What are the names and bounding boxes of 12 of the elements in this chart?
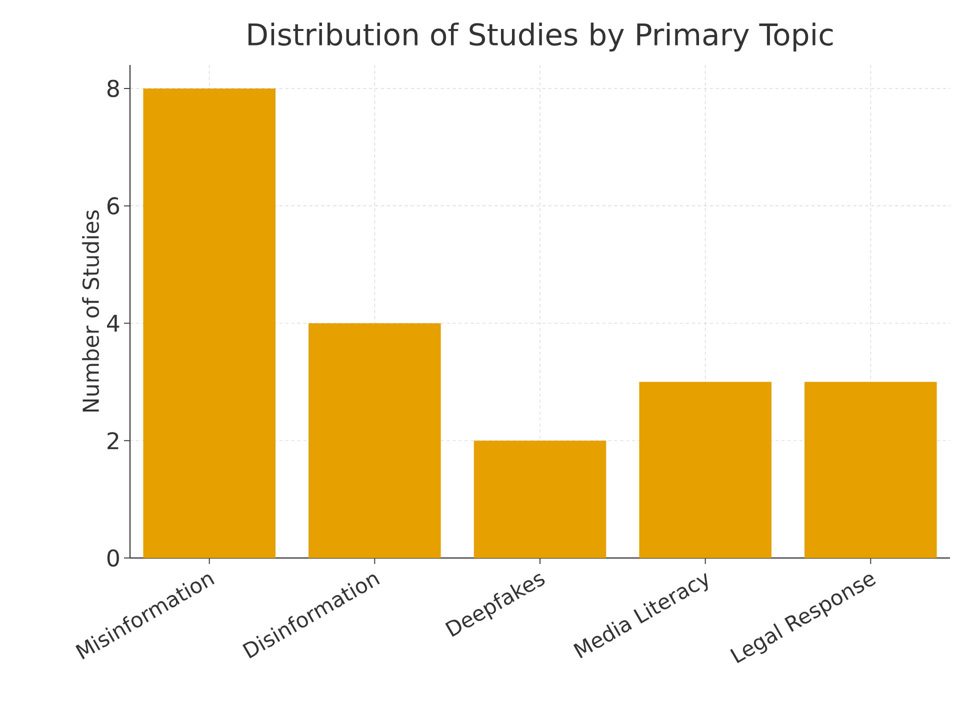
bar xyxy=(639,382,772,558)
bar xyxy=(804,382,937,558)
y-tick-label: 4 xyxy=(107,314,120,332)
y-tick-label: 0 xyxy=(107,549,119,567)
y-tick-label: 8 xyxy=(107,80,119,98)
y-tick-label: 2 xyxy=(108,432,118,450)
bar xyxy=(308,323,441,558)
y-tick-label: 6 xyxy=(107,197,120,215)
bar xyxy=(474,440,606,558)
bar xyxy=(143,88,276,558)
chart-title: Distribution of Studies by Primary Topic xyxy=(248,22,833,52)
y-axis-title: Number of Studies xyxy=(82,210,100,412)
